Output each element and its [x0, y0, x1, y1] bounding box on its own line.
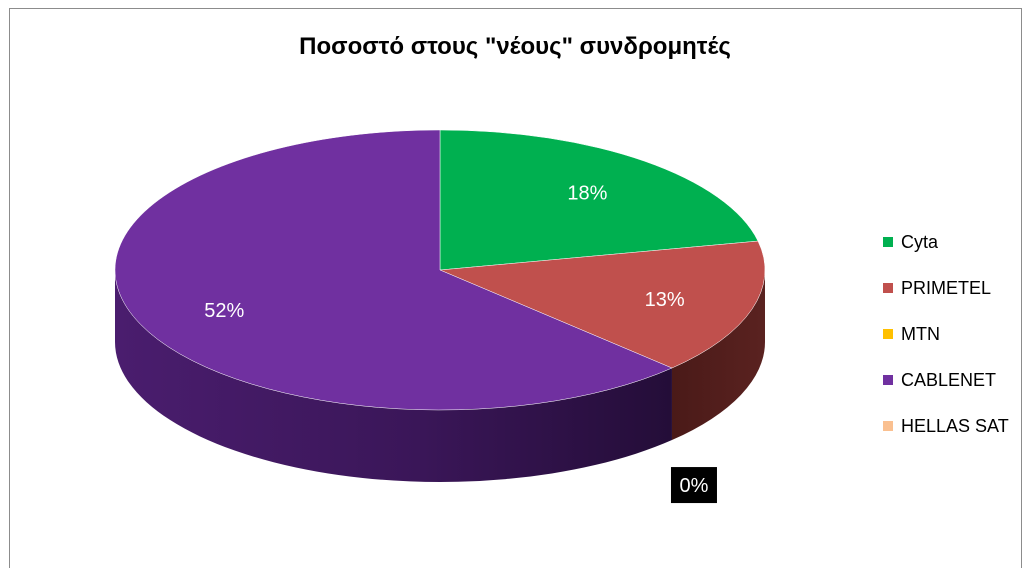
legend-swatch-mtn: [883, 329, 893, 339]
legend-swatch-cyta: [883, 237, 893, 247]
legend-label-cyta: Cyta: [901, 231, 939, 252]
data-label-primetel: 13%: [645, 289, 685, 311]
data-label-bg-mtn: [670, 467, 717, 504]
pie-slice-cyta: [439, 129, 759, 271]
chart-title: Ποσοστό στους "νέους" συνδρομητές: [299, 33, 731, 60]
legend-label-hellas-sat: HELLAS SAT: [901, 415, 1009, 436]
data-label-mtn: 0%: [680, 475, 709, 497]
pie-side-primetel: [671, 270, 765, 441]
pie-slice-cablenet: [114, 129, 673, 411]
legend: Cyta PRIMETEL MTN CABLENET HELLAS SAT: [883, 219, 1009, 449]
legend-label-primetel: PRIMETEL: [901, 277, 992, 298]
legend-swatch-cablenet: [883, 375, 893, 385]
legend-item-cyta: Cyta: [883, 219, 1009, 265]
legend-item-primetel: PRIMETEL: [883, 265, 1009, 311]
legend-item-hellas-sat: HELLAS SAT: [883, 403, 1009, 449]
legend-label-cablenet: CABLENET: [901, 369, 997, 390]
data-label-cablenet: 52%: [204, 300, 244, 322]
pie-side-cablenet: [115, 270, 672, 482]
data-label-cyta: 18%: [567, 183, 607, 205]
legend-swatch-primetel: [883, 283, 893, 293]
legend-swatch-hellas-sat: [883, 421, 893, 431]
legend-item-mtn: MTN: [883, 311, 1009, 357]
legend-item-cablenet: CABLENET: [883, 357, 1009, 403]
legend-label-mtn: MTN: [901, 323, 940, 344]
pie-slice-primetel: [439, 240, 766, 369]
